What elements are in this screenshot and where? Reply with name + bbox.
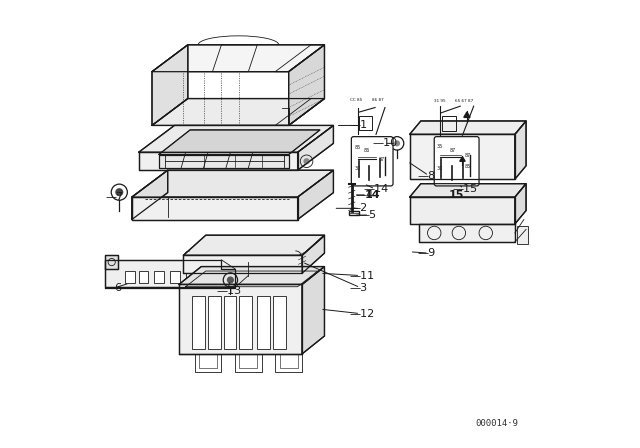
Circle shape xyxy=(460,154,467,160)
Text: —7: —7 xyxy=(105,192,124,202)
Polygon shape xyxy=(152,45,324,72)
Bar xyxy=(208,296,221,349)
Polygon shape xyxy=(138,125,333,152)
Text: —14: —14 xyxy=(364,184,389,194)
Circle shape xyxy=(227,276,234,284)
Polygon shape xyxy=(464,112,470,117)
Polygon shape xyxy=(460,157,465,161)
Text: —5: —5 xyxy=(358,210,376,220)
Polygon shape xyxy=(105,255,118,269)
Polygon shape xyxy=(179,267,324,284)
Text: 87: 87 xyxy=(378,157,385,162)
Bar xyxy=(349,211,359,215)
Text: —10: —10 xyxy=(373,138,398,148)
Text: —12: —12 xyxy=(349,309,374,319)
Polygon shape xyxy=(132,197,298,220)
Polygon shape xyxy=(138,152,298,170)
Text: —4: —4 xyxy=(356,190,374,200)
Polygon shape xyxy=(179,284,302,354)
Polygon shape xyxy=(410,197,515,224)
Text: 85: 85 xyxy=(464,164,470,169)
Text: 15: 15 xyxy=(449,190,465,200)
Polygon shape xyxy=(298,170,333,220)
Bar xyxy=(360,116,372,130)
Text: —15: —15 xyxy=(452,184,477,194)
Polygon shape xyxy=(132,170,168,220)
Circle shape xyxy=(394,140,400,146)
Polygon shape xyxy=(183,255,302,273)
Bar xyxy=(125,271,135,283)
Polygon shape xyxy=(289,45,324,125)
Text: —11: —11 xyxy=(349,271,374,280)
Polygon shape xyxy=(410,121,526,134)
Text: 30: 30 xyxy=(355,166,361,171)
Text: 86 87: 86 87 xyxy=(372,98,384,102)
Bar xyxy=(257,296,270,349)
Polygon shape xyxy=(410,184,526,197)
Bar xyxy=(239,296,252,349)
Circle shape xyxy=(303,158,310,164)
Polygon shape xyxy=(152,99,324,125)
Polygon shape xyxy=(298,125,333,170)
Text: 35: 35 xyxy=(436,144,443,149)
Bar xyxy=(186,271,195,283)
Bar xyxy=(273,296,285,349)
Polygon shape xyxy=(302,235,324,273)
Text: 000014·9: 000014·9 xyxy=(476,419,518,428)
Text: —3: —3 xyxy=(349,283,367,293)
Bar xyxy=(154,271,164,283)
Polygon shape xyxy=(159,155,289,168)
Polygon shape xyxy=(105,260,235,287)
Polygon shape xyxy=(515,121,526,179)
Text: —2: —2 xyxy=(349,203,367,213)
Text: —8: —8 xyxy=(418,171,436,181)
Bar xyxy=(138,271,148,283)
Text: 85: 85 xyxy=(355,145,361,150)
Circle shape xyxy=(115,188,124,196)
Bar xyxy=(192,296,205,349)
Polygon shape xyxy=(419,224,515,242)
Text: 86: 86 xyxy=(364,148,370,153)
Polygon shape xyxy=(515,184,526,224)
Bar xyxy=(223,296,236,349)
Polygon shape xyxy=(152,45,188,125)
Text: —1: —1 xyxy=(349,121,367,130)
Text: CC 85: CC 85 xyxy=(350,98,362,102)
Polygon shape xyxy=(132,170,333,197)
Polygon shape xyxy=(410,134,515,179)
Polygon shape xyxy=(159,130,320,155)
Text: —13: —13 xyxy=(216,286,241,296)
Text: 14: 14 xyxy=(364,190,380,200)
Text: 31 95: 31 95 xyxy=(435,99,446,103)
Text: 65 67 87: 65 67 87 xyxy=(455,99,474,103)
Text: 87: 87 xyxy=(450,148,456,153)
Polygon shape xyxy=(302,267,324,354)
Text: 87: 87 xyxy=(464,153,470,158)
FancyBboxPatch shape xyxy=(351,137,393,186)
Bar xyxy=(442,116,456,131)
Text: 30: 30 xyxy=(436,166,443,171)
Text: —9: —9 xyxy=(418,248,436,258)
Bar xyxy=(517,226,529,244)
Bar xyxy=(199,271,209,283)
Bar xyxy=(170,271,180,283)
Text: —6: —6 xyxy=(104,283,122,293)
FancyBboxPatch shape xyxy=(435,137,479,186)
Polygon shape xyxy=(183,235,324,255)
